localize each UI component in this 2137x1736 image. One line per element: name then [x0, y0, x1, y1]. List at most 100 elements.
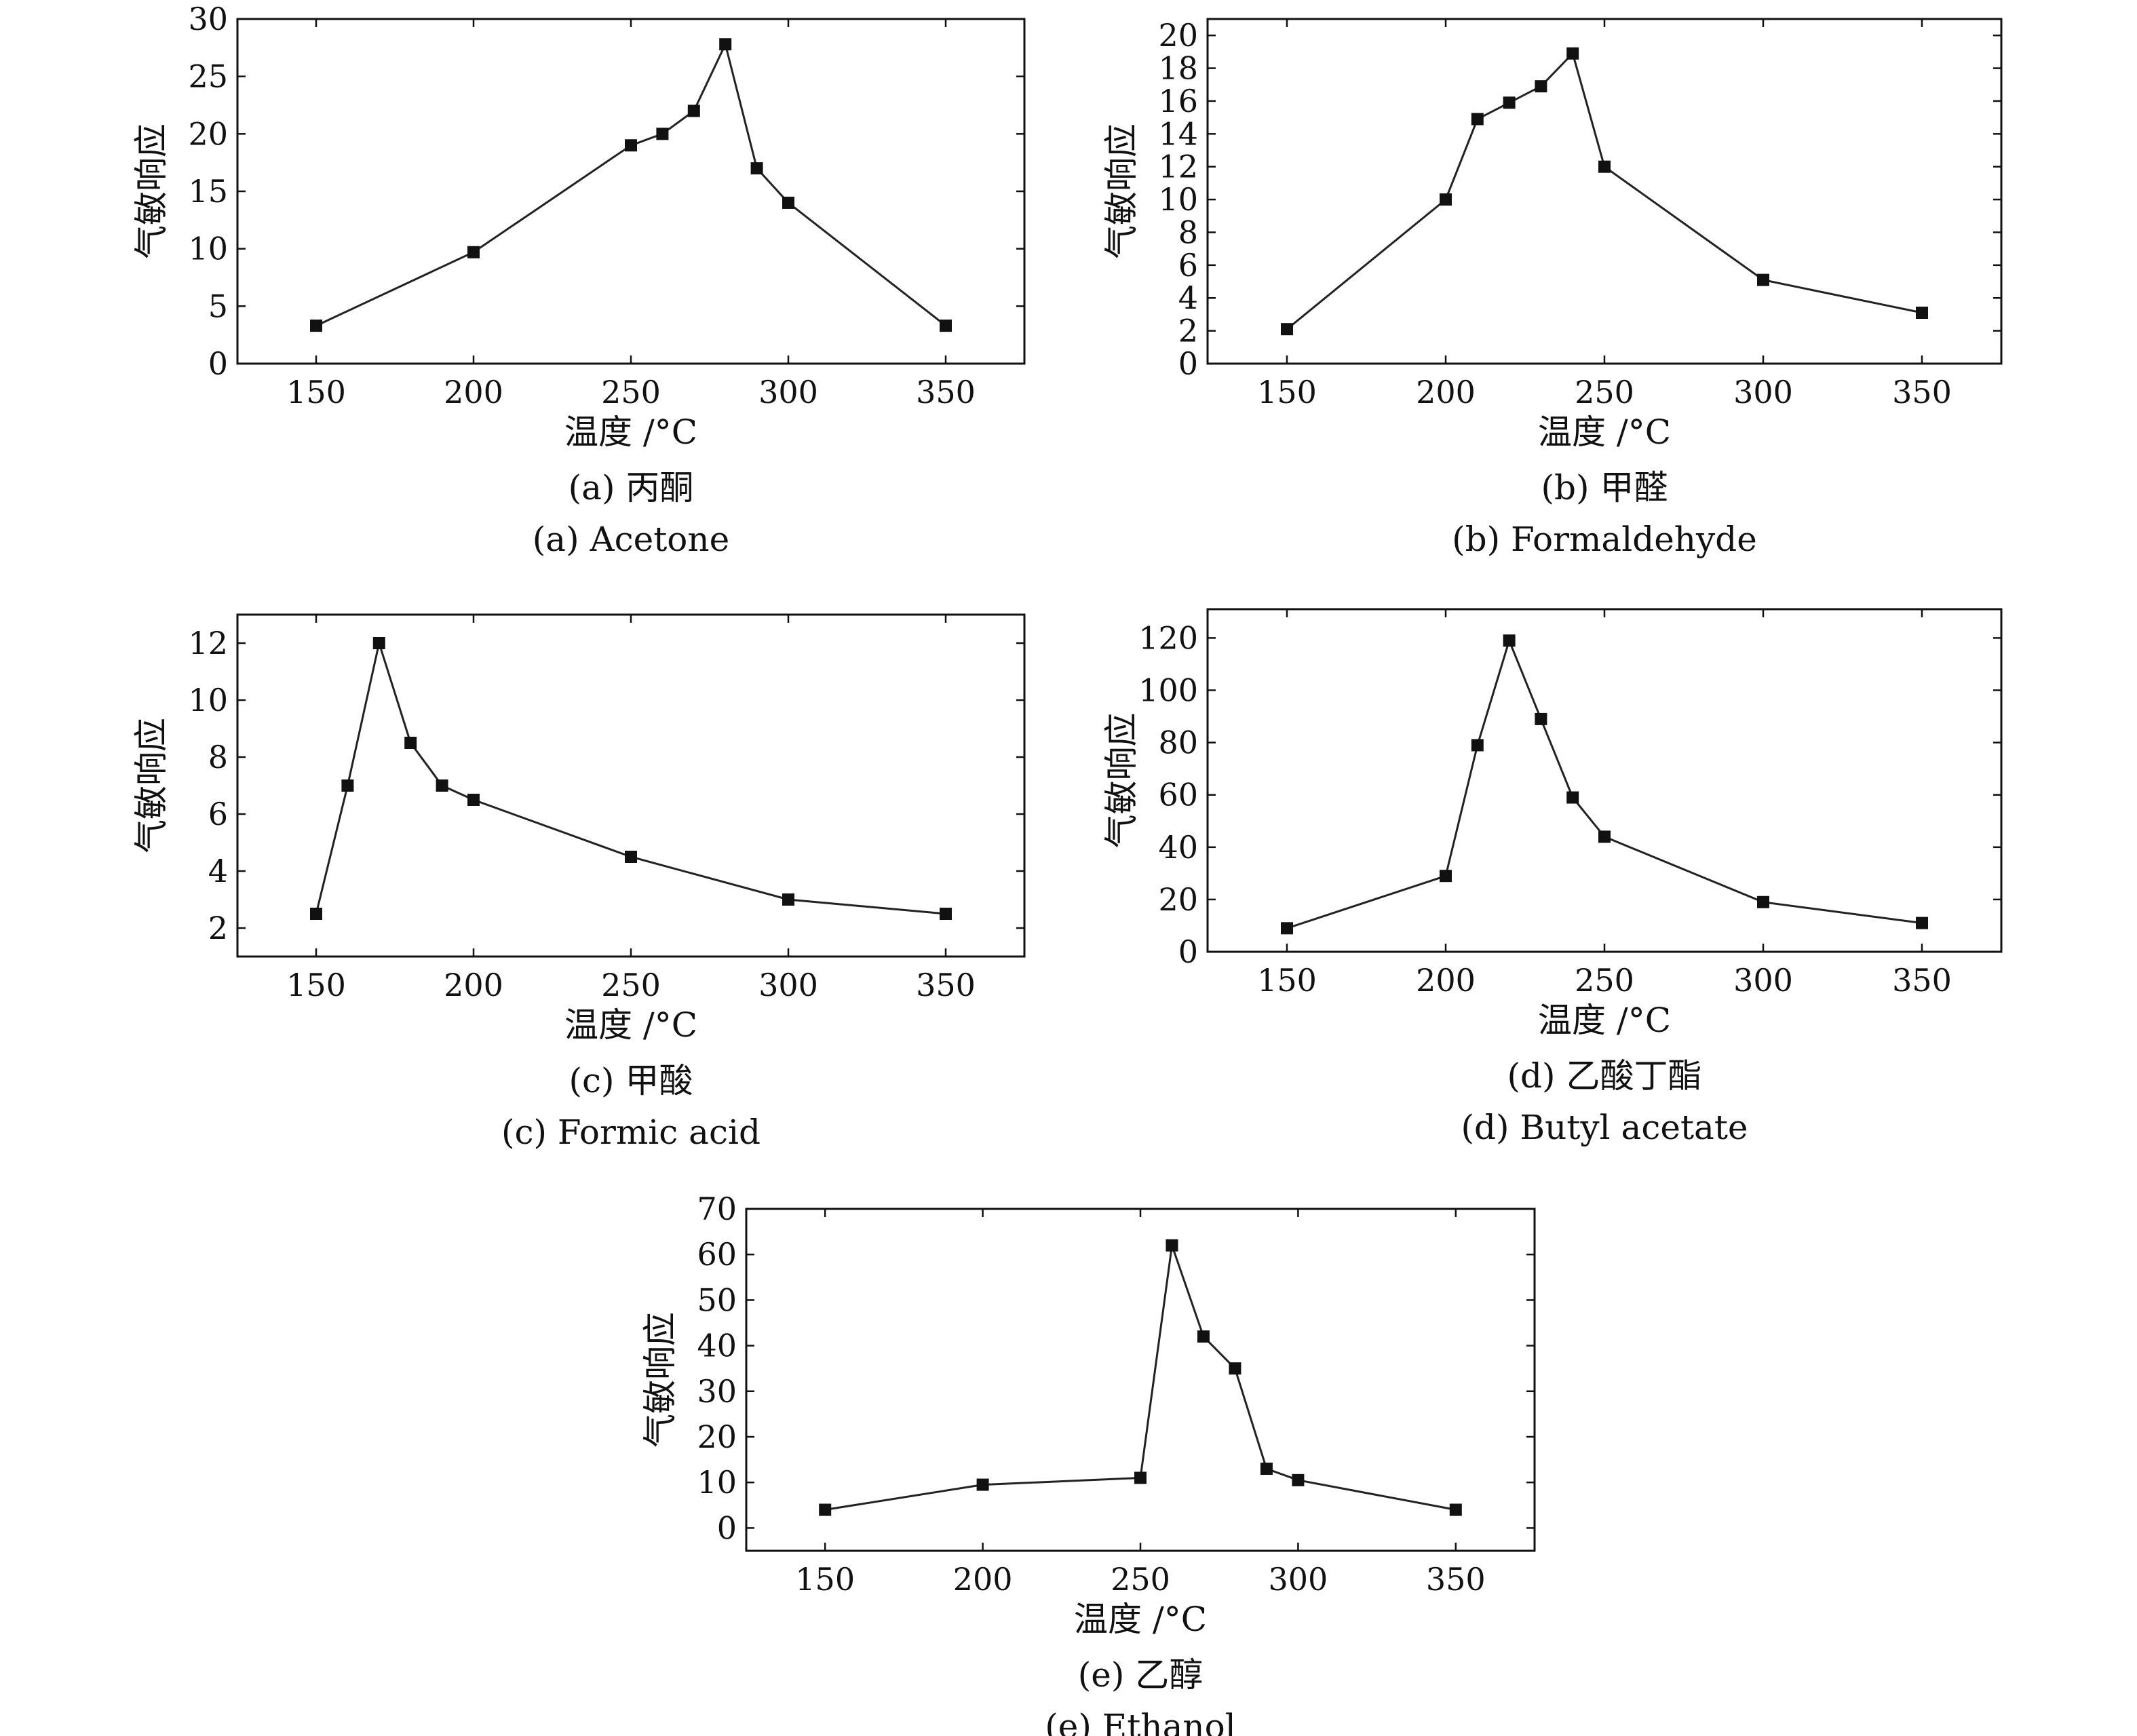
data-point	[1503, 96, 1516, 109]
y-tick-label: 30	[188, 1, 228, 37]
x-tick-label: 200	[1416, 374, 1476, 410]
data-point	[436, 779, 448, 792]
x-axis-label: 温度 /°C	[1074, 1600, 1207, 1639]
x-tick-label: 350	[1892, 962, 1952, 999]
data-point	[976, 1478, 989, 1491]
chart-panel-e: 150 200 250 300 350 0 10 20 30 40 50 60 70 温度 /°C 气敏响应…	[640, 1191, 1536, 1736]
y-tick-label: 60	[1158, 777, 1198, 813]
chart-panel-d: 150 200 250 300 350 0 20 40 60 80 100 120 温度 /°C 气敏响应…	[1102, 608, 2003, 1147]
caption-chinese: (d) 乙酸丁酯	[1507, 1056, 1702, 1096]
x-tick-label: 200	[953, 1561, 1013, 1598]
y-tick-label: 10	[1158, 181, 1198, 218]
data-point	[940, 320, 952, 332]
y-tick-label: 40	[1158, 829, 1198, 866]
data-point	[687, 104, 700, 117]
data-point	[1471, 739, 1484, 752]
y-tick-label: 120	[1138, 619, 1198, 656]
data-point	[1535, 80, 1547, 93]
y-tick-label: 2	[1178, 313, 1198, 349]
data-point	[467, 794, 480, 806]
y-axis-label: 气敏响应	[132, 123, 171, 259]
data-point	[1566, 791, 1579, 804]
y-tick-label: 8	[1178, 214, 1198, 250]
y-axis-label: 气敏响应	[1102, 713, 1141, 849]
x-tick-label: 300	[1733, 374, 1793, 410]
y-tick-label: 5	[208, 288, 228, 324]
y-tick-label: 18	[1158, 50, 1198, 87]
data-point	[656, 128, 669, 140]
data-point	[819, 1503, 832, 1516]
y-tick-label: 16	[1158, 83, 1198, 119]
data-point	[719, 38, 732, 51]
data-point	[750, 162, 763, 175]
data-point	[1440, 870, 1452, 883]
y-tick-label: 30	[697, 1373, 737, 1410]
chart-panel-a: 150 200 250 300 350 0 5 10 15 20 25 30 温度 /°C 气敏响应 (a)…	[132, 1, 1026, 559]
data-point	[1134, 1471, 1147, 1484]
y-tick-label: 20	[188, 115, 228, 152]
y-tick-label: 0	[1178, 345, 1198, 382]
x-tick-label: 250	[1575, 962, 1634, 999]
data-point	[1229, 1362, 1241, 1375]
data-point	[1166, 1239, 1178, 1252]
series-line	[1286, 51, 1923, 330]
series-line	[1286, 637, 1923, 929]
data-point	[1916, 917, 1928, 929]
y-tick-label: 10	[697, 1464, 737, 1501]
data-point	[404, 737, 417, 749]
x-tick-label: 200	[444, 374, 503, 410]
y-tick-label: 6	[208, 796, 228, 832]
plot-frame	[1206, 608, 2003, 953]
y-axis-label: 气敏响应	[640, 1312, 680, 1448]
x-tick-label: 150	[795, 1561, 855, 1598]
data-point	[1503, 634, 1516, 647]
y-tick-label: 4	[1178, 279, 1198, 316]
data-point	[1260, 1463, 1273, 1475]
x-axis-label: 温度 /°C	[1538, 1001, 1671, 1040]
y-tick-label: 8	[208, 739, 228, 775]
y-tick-label: 4	[208, 853, 228, 889]
data-point	[1449, 1503, 1462, 1516]
x-tick-label: 200	[1416, 962, 1476, 999]
y-tick-label: 12	[188, 625, 228, 661]
x-tick-label: 250	[1575, 374, 1634, 410]
data-point	[467, 246, 480, 258]
y-tick-label: 100	[1138, 672, 1198, 709]
data-point	[310, 320, 322, 332]
data-point	[625, 851, 637, 863]
y-tick-label: 40	[697, 1328, 737, 1364]
data-point	[1598, 160, 1611, 173]
caption-english: (b) Formaldehyde	[1452, 520, 1757, 559]
data-point	[1598, 830, 1611, 843]
caption-english: (c) Formic acid	[501, 1113, 761, 1152]
y-tick-label: 2	[208, 910, 228, 946]
series-line	[824, 1245, 1457, 1511]
data-point	[1916, 307, 1928, 320]
y-tick-label: 50	[697, 1281, 737, 1318]
y-tick-label: 20	[1158, 17, 1198, 54]
x-tick-label: 150	[1257, 374, 1317, 410]
caption-chinese: (a) 丙酮	[569, 468, 694, 507]
y-axis-label: 气敏响应	[1102, 123, 1141, 259]
data-point	[625, 139, 637, 152]
x-axis-label: 温度 /°C	[564, 412, 697, 452]
y-tick-label: 10	[188, 682, 228, 718]
x-axis-label: 温度 /°C	[564, 1005, 697, 1045]
x-tick-label: 300	[1268, 1561, 1328, 1598]
x-tick-label: 350	[1892, 374, 1952, 410]
x-tick-label: 350	[1426, 1561, 1486, 1598]
data-point	[1281, 922, 1293, 935]
y-tick-label: 15	[188, 173, 228, 210]
data-point	[1281, 323, 1293, 336]
chart-panel-c: 150 200 250 300 350 2 4 6 8 10 12 温度 /°C 气敏响应 (c) 甲酸 (…	[132, 613, 1026, 1152]
plot-frame	[745, 1208, 1536, 1552]
y-tick-label: 10	[188, 231, 228, 267]
x-tick-label: 150	[286, 374, 346, 410]
y-tick-label: 0	[208, 345, 228, 382]
plot-frame	[236, 613, 1026, 958]
caption-english: (a) Acetone	[533, 520, 729, 559]
y-tick-label: 20	[697, 1419, 737, 1455]
data-point	[1757, 273, 1769, 286]
y-tick-label: 0	[1178, 933, 1198, 970]
